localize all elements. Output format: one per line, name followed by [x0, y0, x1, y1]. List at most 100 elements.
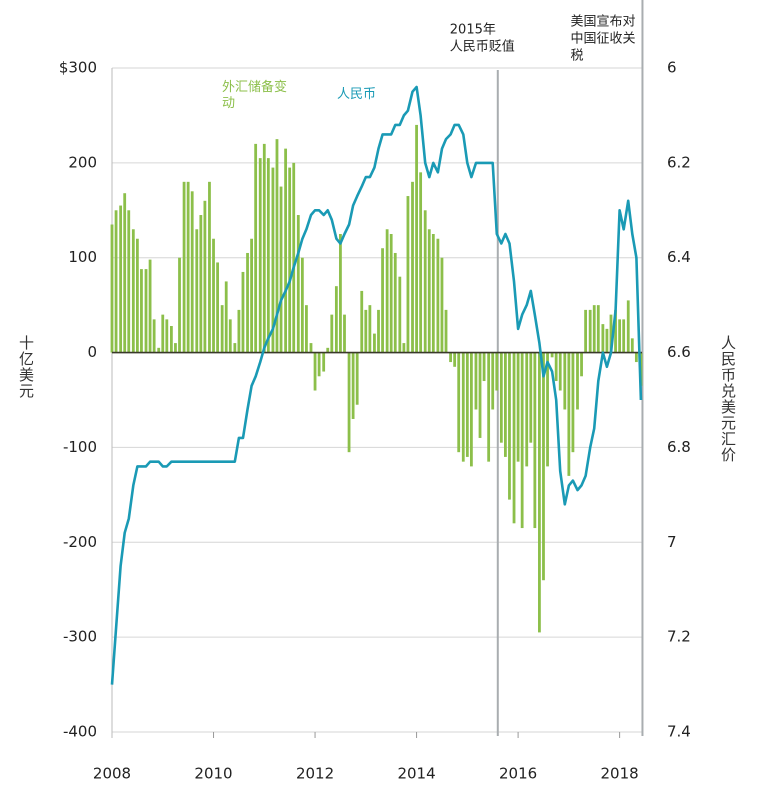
- bar: [609, 314, 613, 353]
- bar: [246, 252, 249, 353]
- bar: [512, 352, 516, 524]
- x-tick-label: 2018: [601, 765, 639, 783]
- bar: [144, 269, 148, 353]
- y-tick-label: -300: [63, 628, 97, 646]
- bar: [444, 309, 448, 353]
- bar: [157, 347, 161, 353]
- bar: [161, 314, 165, 353]
- bar: [406, 196, 410, 353]
- bar: [360, 290, 364, 353]
- annotation-text: 2015年: [450, 23, 496, 38]
- bar: [127, 210, 131, 353]
- bar: [199, 215, 203, 353]
- bar: [292, 162, 296, 353]
- bar: [538, 352, 541, 633]
- bar: [508, 352, 511, 500]
- bar: [322, 352, 326, 372]
- x-tick-label: 2008: [93, 765, 131, 783]
- bar: [309, 343, 313, 353]
- bar: [487, 352, 491, 462]
- y2-tick-label: 7: [667, 533, 677, 551]
- bar: [630, 338, 634, 353]
- bar: [288, 167, 292, 353]
- bar: [495, 352, 499, 391]
- bar: [258, 158, 262, 353]
- y-axis-label: 十亿美元: [17, 335, 35, 399]
- bar: [208, 181, 211, 353]
- bar: [419, 172, 423, 353]
- bar: [114, 210, 118, 353]
- bar: [571, 352, 575, 453]
- bar: [241, 271, 245, 353]
- bar: [402, 343, 406, 353]
- bar: [389, 234, 393, 353]
- bar: [182, 181, 186, 353]
- bar: [250, 238, 253, 353]
- y-tick-label: -400: [63, 723, 97, 741]
- bar: [431, 234, 435, 353]
- y2-tick-label: 7.4: [667, 723, 691, 741]
- bar: [478, 352, 482, 438]
- bar: [186, 181, 190, 353]
- bar: [465, 352, 469, 457]
- bar: [330, 314, 334, 353]
- bar: [195, 229, 199, 353]
- y-tick-label: $300: [59, 59, 97, 77]
- y-tick-label: 100: [68, 248, 97, 266]
- bar: [614, 309, 617, 353]
- x-tick-label: 2010: [194, 765, 232, 783]
- bar: [580, 352, 583, 377]
- bar: [305, 305, 308, 353]
- bar: [228, 319, 232, 353]
- bar: [224, 281, 228, 353]
- legend-line: 人民币: [337, 87, 377, 102]
- bar: [216, 262, 219, 353]
- bar: [542, 352, 545, 581]
- bar: [461, 352, 465, 462]
- bar: [415, 124, 418, 353]
- bar: [567, 352, 571, 476]
- bar: [423, 210, 427, 353]
- bar: [190, 191, 194, 353]
- bar: [334, 286, 338, 353]
- y-tick-label: -100: [63, 438, 97, 456]
- bar: [254, 143, 258, 353]
- bar: [119, 205, 123, 353]
- y2-tick-label: 6.6: [667, 343, 691, 361]
- bar: [385, 229, 389, 353]
- bar: [373, 333, 376, 353]
- annotation-text: 人民币贬值: [450, 39, 515, 55]
- bar: [300, 257, 304, 353]
- y-tick-label: -200: [63, 533, 97, 551]
- bar: [546, 352, 549, 467]
- annotation-text: 税: [570, 49, 583, 64]
- bar: [516, 352, 520, 462]
- line: [110, 85, 643, 685]
- bar: [453, 352, 457, 367]
- bar: [271, 167, 275, 353]
- bar: [504, 352, 507, 457]
- bar: [110, 224, 114, 353]
- bar: [626, 300, 630, 353]
- bar: [140, 269, 143, 353]
- bar: [491, 352, 495, 410]
- annotation-text: 美国宣布对: [570, 14, 635, 30]
- bar: [266, 158, 270, 353]
- bar: [588, 309, 592, 353]
- bar: [148, 259, 152, 353]
- bar: [592, 305, 596, 353]
- bar: [605, 328, 609, 353]
- bar: [351, 352, 355, 419]
- bar: [436, 238, 440, 353]
- bar: [262, 143, 266, 353]
- bar: [474, 352, 478, 410]
- bar: [469, 352, 473, 467]
- bar: [220, 305, 224, 353]
- bar: [135, 238, 139, 353]
- bar: [520, 352, 524, 529]
- bar: [550, 352, 554, 358]
- bar: [449, 352, 452, 363]
- bar: [533, 352, 537, 529]
- y2-tick-label: 6.4: [667, 248, 691, 266]
